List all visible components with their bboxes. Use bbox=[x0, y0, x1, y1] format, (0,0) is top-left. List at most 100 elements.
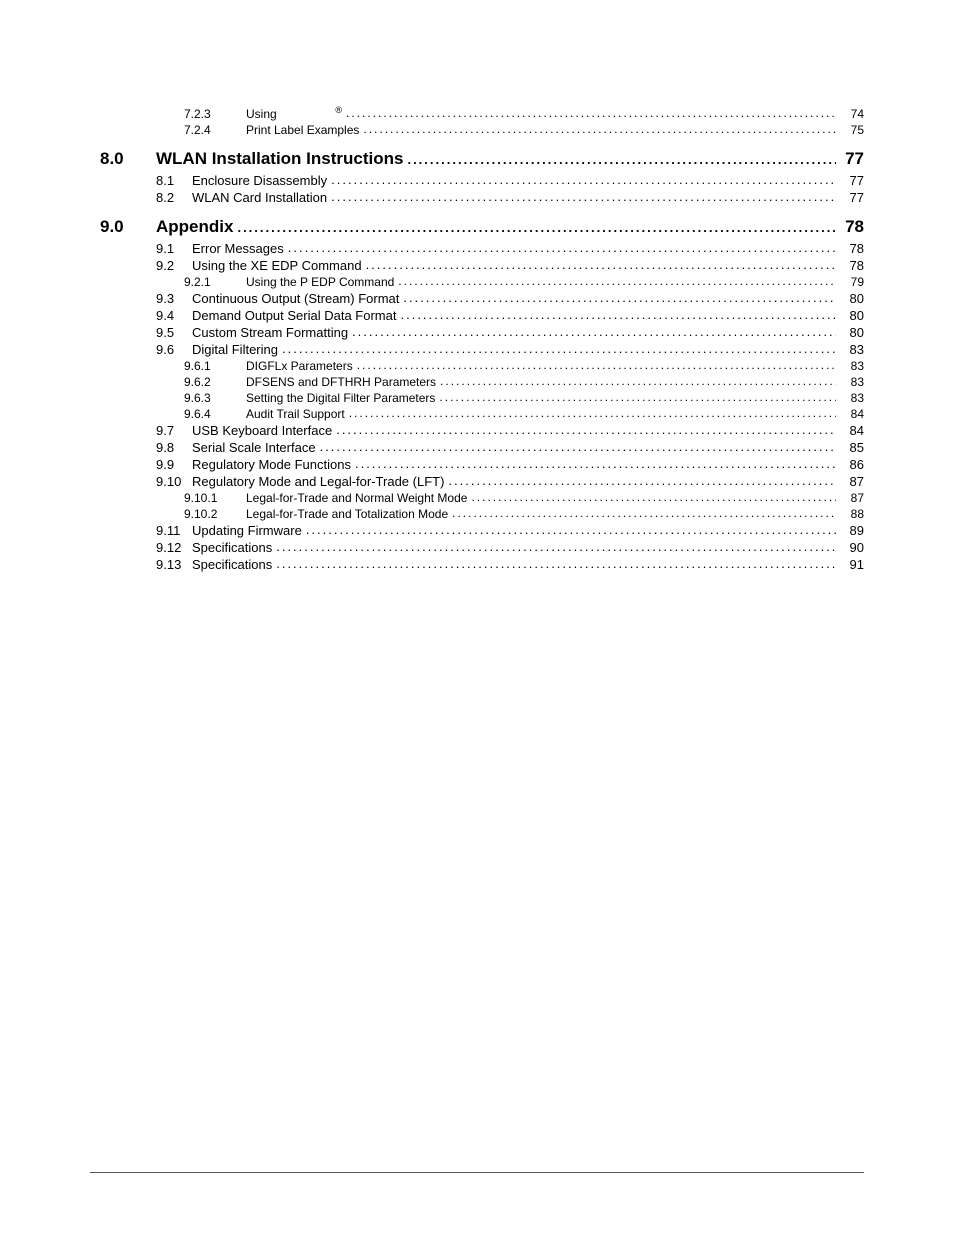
subsub-number: 7.2.3 bbox=[184, 107, 240, 121]
page-number: 79 bbox=[840, 275, 864, 289]
entry-title: Continuous Output (Stream) Format bbox=[192, 291, 399, 306]
entry-title: Custom Stream Formatting bbox=[192, 325, 348, 340]
toc-entry: 7.2.4Print Label Examples75 bbox=[100, 123, 864, 137]
toc-entry: 9.6.1 DIGFLx Parameters 83 bbox=[100, 359, 864, 373]
toc-entry: 9.2Using the XE EDP Command78 bbox=[100, 258, 864, 273]
toc-entry: 8.0WLAN Installation Instructions77 bbox=[100, 149, 864, 169]
page-number: 80 bbox=[840, 308, 864, 323]
page-number: 83 bbox=[840, 342, 864, 357]
subsection-number: 9.10 bbox=[156, 474, 186, 489]
subsection-number: 9.5 bbox=[156, 325, 186, 340]
page-number: 88 bbox=[840, 507, 864, 521]
entry-title: Regulatory Mode and Legal-for-Trade (LFT… bbox=[192, 474, 444, 489]
leader-dots bbox=[448, 473, 836, 488]
leader-dots bbox=[357, 358, 836, 372]
leader-dots bbox=[471, 490, 836, 504]
page-number: 87 bbox=[840, 491, 864, 505]
leader-dots bbox=[306, 522, 836, 537]
page-number: 77 bbox=[840, 173, 864, 188]
subsub-number: 9.10.1 bbox=[184, 491, 240, 505]
subsection-number: 9.12 bbox=[156, 540, 186, 555]
page-number: 91 bbox=[840, 557, 864, 572]
leader-dots bbox=[276, 556, 836, 571]
entry-title: Error Messages bbox=[192, 241, 284, 256]
entry-title: Legal-for-Trade and Normal Weight Mode bbox=[246, 491, 467, 505]
subsection-number: 9.8 bbox=[156, 440, 186, 455]
page-number: 87 bbox=[840, 474, 864, 489]
page-number: 84 bbox=[840, 423, 864, 438]
page-number: 84 bbox=[840, 407, 864, 421]
toc-entry: 9.8 Serial Scale Interface 85 bbox=[100, 440, 864, 455]
toc-entry: 7.2.3Using ®74 bbox=[100, 105, 864, 121]
entry-title: Print Label Examples bbox=[246, 123, 359, 137]
toc-entry: 9.5 Custom Stream Formatting 80 bbox=[100, 325, 864, 340]
section-title: WLAN Installation Instructions bbox=[156, 149, 403, 169]
entry-title: Serial Scale Interface bbox=[192, 440, 316, 455]
toc-entry: 9.11Updating Firmware89 bbox=[100, 523, 864, 538]
subsub-number: 9.6.2 bbox=[184, 375, 240, 389]
toc-entry: 9.10 Regulatory Mode and Legal-for-Trade … bbox=[100, 474, 864, 489]
entry-title: Digital Filtering bbox=[192, 342, 278, 357]
toc-entry: 9.13Specifications91 bbox=[100, 557, 864, 572]
page-number: 80 bbox=[840, 291, 864, 306]
toc-entry: 9.3Continuous Output (Stream) Format80 bbox=[100, 291, 864, 306]
leader-dots bbox=[440, 374, 836, 388]
page-number: 80 bbox=[840, 325, 864, 340]
page-number: 85 bbox=[840, 440, 864, 455]
page-number: 83 bbox=[840, 391, 864, 405]
entry-title: Demand Output Serial Data Format bbox=[192, 308, 396, 323]
entry-title: Audit Trail Support bbox=[246, 407, 345, 421]
subsub-number: 9.6.3 bbox=[184, 391, 240, 405]
toc-entry: 9.4 Demand Output Serial Data Format 80 bbox=[100, 308, 864, 323]
entry-title: Setting the Digital Filter Parameters bbox=[246, 391, 435, 405]
page-number: 78 bbox=[840, 258, 864, 273]
leader-dots bbox=[237, 220, 836, 235]
entry-title: DIGFLx Parameters bbox=[246, 359, 353, 373]
toc-entry: 9.7 USB Keyboard Interface 84 bbox=[100, 423, 864, 438]
leader-dots bbox=[282, 341, 836, 356]
toc-entry: 9.2.1Using the P EDP Command79 bbox=[100, 275, 864, 289]
toc-entry: 9.1Error Messages78 bbox=[100, 241, 864, 256]
leader-dots bbox=[336, 422, 836, 437]
leader-dots bbox=[398, 274, 836, 288]
subsection-number: 9.4 bbox=[156, 308, 186, 323]
entry-title: Using ® bbox=[246, 105, 342, 121]
leader-dots bbox=[288, 240, 836, 255]
entry-title: Updating Firmware bbox=[192, 523, 302, 538]
leader-dots bbox=[439, 390, 836, 404]
registered-mark: ® bbox=[335, 105, 342, 115]
toc-entry: 8.2WLAN Card Installation77 bbox=[100, 190, 864, 205]
page-number: 90 bbox=[840, 540, 864, 555]
subsection-number: 8.1 bbox=[156, 173, 186, 188]
toc-entry: 9.6.3 Setting the Digital Filter Paramete… bbox=[100, 391, 864, 405]
page-number: 83 bbox=[840, 375, 864, 389]
page-number: 89 bbox=[840, 523, 864, 538]
page-number: 86 bbox=[840, 457, 864, 472]
page-number: 78 bbox=[840, 217, 864, 237]
leader-dots bbox=[363, 122, 836, 136]
entry-title: Legal-for-Trade and Totalization Mode bbox=[246, 507, 448, 521]
subsub-number: 9.6.4 bbox=[184, 407, 240, 421]
toc-entry: 9.12Specifications90 bbox=[100, 540, 864, 555]
page-number: 75 bbox=[840, 123, 864, 137]
page-number: 77 bbox=[840, 149, 864, 169]
toc-entry: 8.1Enclosure Disassembly77 bbox=[100, 173, 864, 188]
entry-title: Using the XE EDP Command bbox=[192, 258, 362, 273]
subsub-number: 9.6.1 bbox=[184, 359, 240, 373]
footer-divider bbox=[90, 1172, 864, 1173]
entry-title: Specifications bbox=[192, 557, 272, 572]
leader-dots bbox=[403, 290, 836, 305]
entry-title: USB Keyboard Interface bbox=[192, 423, 332, 438]
leader-dots bbox=[331, 172, 836, 187]
subsub-number: 9.10.2 bbox=[184, 507, 240, 521]
section-number: 9.0 bbox=[100, 217, 156, 237]
page-number: 83 bbox=[840, 359, 864, 373]
subsection-number: 9.7 bbox=[156, 423, 186, 438]
subsub-number: 9.2.1 bbox=[184, 275, 240, 289]
entry-title: WLAN Card Installation bbox=[192, 190, 327, 205]
leader-dots bbox=[276, 539, 836, 554]
toc-entry: 9.6.2DFSENS and DFTHRH Parameters83 bbox=[100, 375, 864, 389]
section-title: Appendix bbox=[156, 217, 233, 237]
toc-entry: 9.10.1 Legal-for-Trade and Normal Weight … bbox=[100, 491, 864, 505]
toc-entry: 9.10.2 Legal-for-Trade and Totalization M… bbox=[100, 507, 864, 521]
